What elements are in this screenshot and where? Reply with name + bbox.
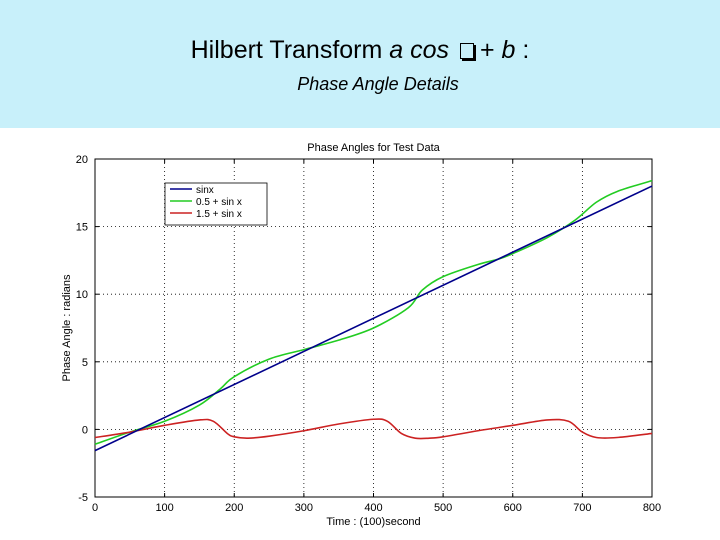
title-mid: + [480,36,502,64]
x-tick-label: 400 [364,502,382,514]
y-tick-label: 5 [82,357,88,369]
title-italic-b: b [501,36,516,64]
y-tick-label: -5 [78,492,88,504]
y-axis-label: Phase Angle : radians [61,274,73,382]
y-tick-label: 15 [76,222,88,234]
slide-title: Hilbert Transform a cos + b : [0,36,720,65]
x-axis-label: Time : (100)second [326,516,420,528]
legend-label: 0.5 + sin x [196,197,242,208]
series-line-0 [94,185,653,452]
y-tick-label: 10 [76,289,88,301]
x-tick-label: 200 [225,502,243,514]
x-tick-label: 800 [643,502,661,514]
y-tick-label: 0 [82,424,88,436]
missing-symbol-box [460,43,474,59]
y-tick-label: 20 [76,154,88,166]
title-prefix: Hilbert Transform [190,36,390,64]
legend-label: 1.5 + sin x [196,209,242,220]
x-tick-label: 100 [155,502,173,514]
slide-header [0,0,720,128]
legend-box [164,182,268,226]
slide-subtitle: Phase Angle Details [297,74,459,94]
x-tick-label: 0 [92,502,98,514]
legend-label: sinx [196,185,214,196]
series-line-1 [94,179,653,446]
phase-angle-chart: 0 100 200 300 400 500 600 700 800 -5 0 5 10 15 20 Phase… [61,142,661,528]
title-suffix: : [515,36,530,64]
x-tick-label: 300 [295,502,313,514]
series-line-2 [94,418,653,440]
x-tick-label: 500 [434,502,452,514]
x-tick-label: 700 [573,502,591,514]
x-tick-label: 600 [504,502,522,514]
title-italic: a cos [389,36,456,64]
chart-title: Phase Angles for Test Data [307,142,440,154]
